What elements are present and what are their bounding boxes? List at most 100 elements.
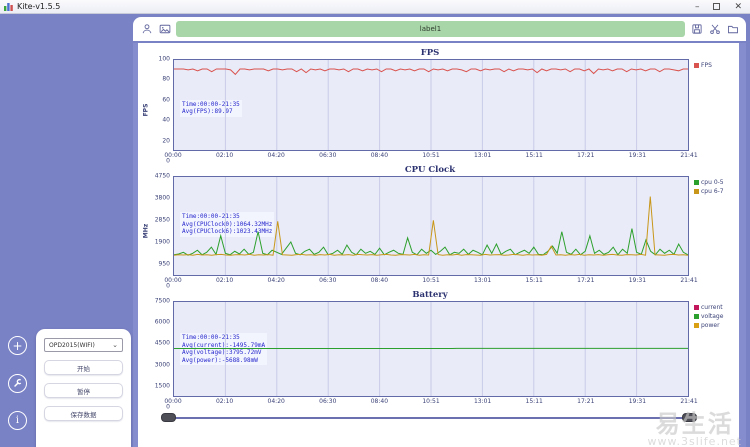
fps-legend: FPS	[689, 59, 733, 161]
minimize-button[interactable]: –	[694, 1, 700, 12]
y-tick-label: 2850	[154, 216, 170, 224]
x-tick-label: 17:21	[577, 277, 595, 284]
start-button[interactable]: 开始	[44, 360, 123, 375]
time-range-slider	[161, 411, 697, 425]
title-bar: Kite-v1.5.5 – ✕	[0, 0, 750, 14]
close-button[interactable]: ✕	[734, 1, 742, 12]
cpu-clock-chart: CPU Clock MHz 0 950 1900 2850 3800 4750 Time:…	[141, 164, 733, 290]
add-button[interactable]: +	[8, 336, 27, 355]
x-tick-label: 17:21	[577, 152, 595, 159]
legend-item: cpu 0-5	[694, 179, 733, 186]
legend-swatch	[694, 305, 699, 310]
info-button[interactable]: i	[8, 411, 27, 430]
save-data-button[interactable]: 保存数据	[44, 406, 123, 421]
save-icon[interactable]	[690, 23, 703, 36]
legend-swatch	[694, 180, 699, 185]
legend-item: power	[694, 322, 733, 329]
cpu-plot[interactable]: Time:00:00-21:35 Avg(CPUClock0):1064.32MH…	[173, 176, 689, 276]
chevron-down-icon: ⌄	[112, 341, 118, 349]
x-tick-label: 13:01	[473, 398, 492, 405]
control-panel: OPD2015(WIFI) ⌄ 开始 暂停 保存数据	[36, 329, 131, 447]
x-tick-label: 13:01	[473, 277, 492, 284]
y-tick-label: 3000	[154, 361, 170, 369]
legend-item: cpu 6-7	[694, 188, 733, 195]
x-tick-label: 04:20	[267, 398, 285, 405]
x-tick-label: 06:30	[319, 398, 337, 405]
cpu-y-axis-label: MHz	[142, 223, 149, 239]
legend-swatch	[694, 189, 699, 194]
y-tick-label: 3800	[154, 194, 170, 202]
legend-label: cpu 0-5	[701, 179, 724, 186]
cpu-legend: cpu 0-5 cpu 6-7	[689, 176, 733, 286]
fps-tooltip: Time:00:00-21:35 Avg(FPS):89.97	[180, 99, 242, 117]
tooltip-line: Avg(CPUClock6):1023.43MHz	[182, 228, 273, 236]
settings-button[interactable]	[8, 374, 27, 393]
legend-item: FPS	[694, 62, 733, 69]
label-bar[interactable]: label1	[176, 21, 685, 37]
tooltip-line: Time:00:00-21:35	[182, 213, 240, 221]
x-tick-label: 15:11	[525, 152, 543, 159]
y-tick-label: 1900	[154, 238, 170, 246]
x-tick-label: 04:20	[267, 277, 285, 284]
fps-y-axis: 0 20 40 60 80 100	[150, 55, 173, 165]
x-tick-label: 08:40	[370, 152, 389, 159]
screenshot-icon[interactable]	[158, 23, 171, 36]
slider-track[interactable]	[165, 417, 693, 419]
tooltip-line: Avg(current):-1495.79mA	[182, 341, 266, 349]
y-tick-label: 60	[162, 96, 170, 104]
battery-plot[interactable]: Time:00:00-21:35 Avg(current):-1495.79mA A…	[173, 301, 689, 397]
legend-swatch	[694, 314, 699, 319]
window-title: Kite-v1.5.5	[17, 2, 61, 11]
plus-icon: +	[12, 338, 23, 353]
cpu-tooltip: Time:00:00-21:35 Avg(CPUClock0):1064.32MH…	[180, 212, 275, 237]
cpu-y-axis: 0 950 1900 2850 3800 4750	[150, 172, 173, 290]
legend-label: current	[701, 304, 723, 311]
battery-chart: Battery 0 1500 3000 4500 6000 7500 Time:00:00…	[141, 289, 733, 411]
x-tick-label: 21:41	[680, 277, 698, 284]
x-tick-label: 21:41	[680, 398, 698, 405]
fps-chart-title: FPS	[420, 48, 440, 58]
x-tick-label: 00:00	[164, 152, 182, 159]
slider-handle-left[interactable]	[161, 413, 176, 422]
legend-label: power	[701, 322, 720, 329]
x-tick-label: 08:40	[370, 277, 389, 284]
slider-handle-right[interactable]	[682, 413, 697, 422]
label-bar-text: label1	[419, 25, 442, 33]
tooltip-line: Avg(power):-5688.98mW	[182, 356, 258, 364]
y-tick-label: 40	[162, 116, 170, 124]
y-tick-label: 4750	[154, 172, 170, 180]
x-tick-label: 06:30	[319, 152, 337, 159]
wrench-icon	[14, 378, 23, 387]
x-tick-label: 04:20	[267, 152, 285, 159]
cpu-x-axis: 00:00 02:10 04:20 06:30 08:40 10:51 13:01 15:11…	[164, 276, 697, 286]
x-tick-label: 02:10	[215, 277, 234, 284]
y-tick-label: 4500	[154, 339, 170, 347]
device-select[interactable]: OPD2015(WIFI) ⌄	[44, 338, 123, 352]
fps-plot[interactable]: Time:00:00-21:35 Avg(FPS):89.97	[173, 59, 689, 151]
y-tick-label: 80	[162, 75, 170, 83]
x-tick-label: 13:01	[473, 152, 492, 159]
legend-item: current	[694, 304, 733, 311]
pause-button[interactable]: 暂停	[44, 383, 123, 398]
user-icon[interactable]	[140, 23, 153, 36]
toolbar-divider	[133, 41, 746, 43]
y-tick-label: 20	[162, 137, 170, 145]
charts-area: FPS FPS 0 20 40 60 80 100 Time:00:00-21:35 Avg…	[133, 43, 746, 447]
y-tick-label: 950	[158, 260, 170, 268]
x-tick-label: 08:40	[370, 398, 389, 405]
x-tick-label: 19:31	[628, 152, 647, 159]
device-select-value: OPD2015(WIFI)	[49, 341, 95, 349]
x-tick-label: 02:10	[215, 398, 234, 405]
x-tick-label: 00:00	[164, 398, 182, 405]
y-tick-label: 1500	[154, 382, 170, 390]
legend-item: voltage	[694, 313, 733, 320]
y-tick-label: 100	[158, 55, 170, 63]
y-tick-label: 7500	[154, 297, 170, 305]
x-tick-label: 10:51	[422, 152, 440, 159]
export-folder-icon[interactable]	[726, 23, 739, 36]
x-tick-label: 15:11	[525, 277, 543, 284]
scissors-icon[interactable]	[708, 23, 721, 36]
x-tick-label: 10:51	[422, 277, 440, 284]
tooltip-line: Avg(FPS):89.97	[182, 108, 233, 116]
maximize-button[interactable]	[713, 3, 721, 10]
